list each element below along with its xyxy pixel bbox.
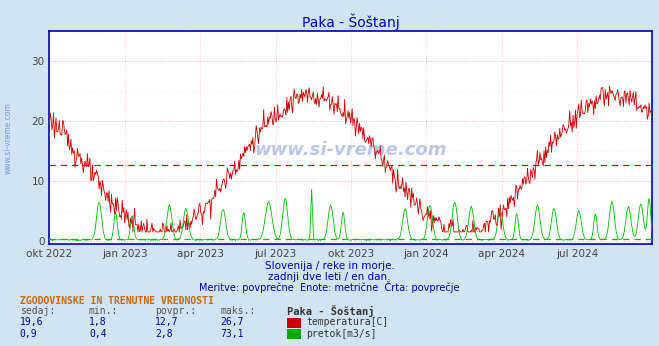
Text: www.si-vreme.com: www.si-vreme.com xyxy=(3,102,13,174)
Text: 26,7: 26,7 xyxy=(221,318,244,327)
Text: ZGODOVINSKE IN TRENUTNE VREDNOSTI: ZGODOVINSKE IN TRENUTNE VREDNOSTI xyxy=(20,296,214,306)
Text: 2,8: 2,8 xyxy=(155,329,173,339)
Text: 73,1: 73,1 xyxy=(221,329,244,339)
Text: 12,7: 12,7 xyxy=(155,318,179,327)
Text: 19,6: 19,6 xyxy=(20,318,43,327)
Text: min.:: min.: xyxy=(89,307,119,316)
Text: sedaj:: sedaj: xyxy=(20,307,55,316)
Text: 1,8: 1,8 xyxy=(89,318,107,327)
Text: 0,9: 0,9 xyxy=(20,329,38,339)
Text: 0,4: 0,4 xyxy=(89,329,107,339)
Text: maks.:: maks.: xyxy=(221,307,256,316)
Text: Paka - Šoštanj: Paka - Šoštanj xyxy=(287,306,374,317)
Text: www.si-vreme.com: www.si-vreme.com xyxy=(254,141,447,159)
Text: povpr.:: povpr.: xyxy=(155,307,196,316)
Title: Paka - Šoštanj: Paka - Šoštanj xyxy=(302,13,400,30)
Text: pretok[m3/s]: pretok[m3/s] xyxy=(306,329,377,339)
Text: Meritve: povprečne  Enote: metrične  Črta: povprečje: Meritve: povprečne Enote: metrične Črta:… xyxy=(199,281,460,293)
Text: zadnji dve leti / en dan.: zadnji dve leti / en dan. xyxy=(268,272,391,282)
Text: Slovenija / reke in morje.: Slovenija / reke in morje. xyxy=(264,262,395,271)
Text: temperatura[C]: temperatura[C] xyxy=(306,318,389,327)
